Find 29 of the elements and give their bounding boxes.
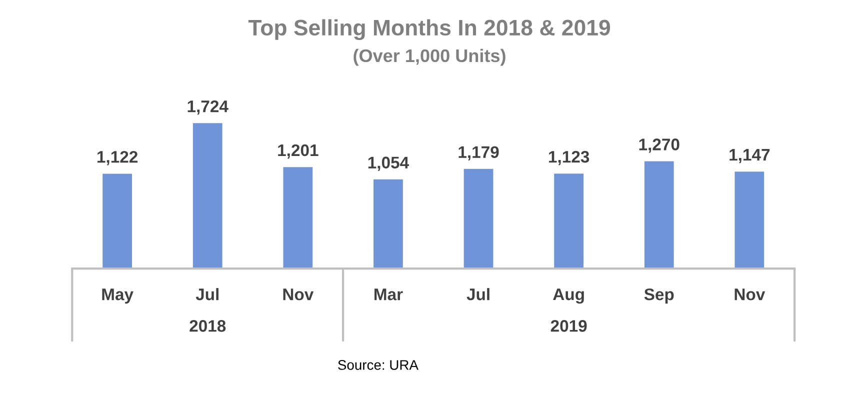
data-label: 1,147	[730, 149, 770, 164]
x-tick-label: Sep	[644, 288, 674, 304]
bar	[554, 174, 584, 269]
bar	[374, 179, 403, 269]
bar	[734, 172, 764, 269]
data-label: 1,201	[278, 144, 318, 159]
x-tick-label: Jul	[466, 288, 490, 300]
x-tick-label: Jul	[196, 288, 218, 300]
source-note: Source: URA	[338, 360, 418, 370]
data-label: 1,122	[98, 150, 138, 166]
data-label: 1,270	[639, 138, 680, 153]
x-tick-label: May	[102, 288, 134, 304]
bar	[283, 167, 313, 269]
text: 2018	[190, 320, 226, 332]
data-label: 1,054	[368, 156, 409, 171]
bar	[102, 174, 132, 269]
x-tick-label: Nov	[283, 288, 314, 300]
text: 2019	[550, 320, 587, 332]
x-tick-label: Mar	[374, 288, 403, 300]
data-label: 1,179	[458, 146, 499, 160]
chart-subtitle: (Over 1,000 Units)	[354, 48, 506, 66]
data-label: 1,724	[188, 100, 228, 115]
bar	[192, 123, 222, 269]
x-tick-label: Nov	[734, 288, 766, 300]
chart-title: Top Selling Months In 2018 & 2019	[248, 19, 610, 40]
bar	[464, 168, 494, 269]
data-label: 1,123	[549, 150, 590, 166]
bar	[644, 161, 674, 269]
x-tick-label: Aug	[553, 288, 584, 304]
